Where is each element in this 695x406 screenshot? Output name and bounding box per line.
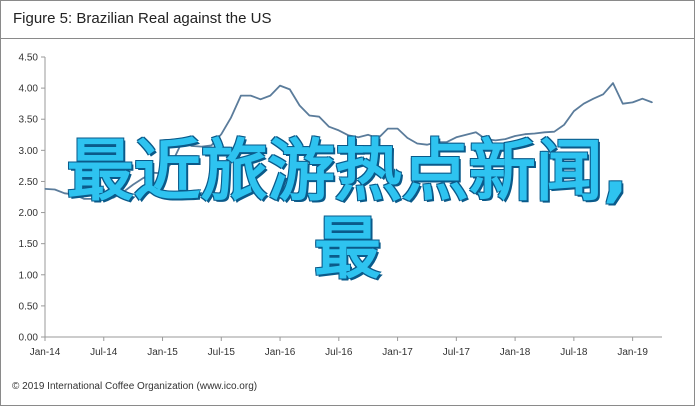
x-tick-label: Jul-18: [560, 347, 588, 358]
data-point: [377, 137, 379, 140]
x-tick-label: Jul-14: [90, 347, 118, 358]
data-point: [348, 134, 350, 136]
data-point: [191, 145, 193, 147]
data-point: [201, 146, 203, 148]
data-point: [455, 136, 457, 138]
x-axis-ticks: Jan-14 Jul-14 Jan-15 Jul-15 Jan-16 Jul-16 Jan-…: [30, 337, 648, 358]
y-tick-label: 4.50: [19, 53, 39, 64]
data-point: [622, 103, 624, 105]
y-tick-label: 3.00: [19, 146, 39, 157]
overlay-line-2: 最: [314, 210, 381, 288]
x-tick-label: Jan-18: [500, 347, 531, 358]
data-point: [543, 131, 546, 133]
x-tick-label: Jul-16: [325, 347, 353, 358]
y-axis-ticks: 0.00 0.50 1.00 1.50 2.00 2.50 3.00 3.50 4.00 4.50: [19, 53, 45, 344]
figure-title: Figure 5: Brazilian Real against the US: [13, 10, 272, 27]
data-point: [142, 177, 144, 179]
data-point: [396, 127, 399, 130]
data-point: [220, 133, 222, 135]
data-point: [573, 110, 575, 112]
copyright-note: © 2019 International Coffee Organization…: [12, 381, 258, 392]
data-point: [338, 129, 340, 132]
data-point: [445, 141, 448, 143]
data-point: [475, 131, 477, 133]
y-tick-label: 2.50: [19, 177, 39, 188]
x-tick-label: Jan-15: [147, 347, 178, 358]
data-point: [641, 98, 644, 100]
title-divider: [1, 38, 694, 39]
data-point: [465, 134, 467, 136]
data-point: [416, 142, 418, 145]
data-point: [44, 188, 46, 190]
data-point: [583, 103, 585, 105]
data-point: [181, 141, 183, 143]
data-point: [132, 183, 134, 186]
data-point: [367, 134, 369, 136]
overlay-headline: 最近旅游热点新闻, 最: [0, 132, 695, 288]
y-tick-label: 4.00: [19, 84, 39, 95]
y-tick-label: 1.00: [19, 270, 39, 281]
data-point: [54, 188, 56, 191]
data-point: [289, 88, 291, 90]
data-point: [632, 101, 634, 104]
data-point: [259, 98, 262, 100]
x-tick-label: Jan-16: [265, 347, 296, 358]
data-point: [230, 116, 232, 118]
y-tick-label: 3.50: [19, 115, 39, 126]
data-point: [210, 144, 213, 146]
data-point: [269, 94, 271, 97]
data-point: [563, 124, 565, 126]
data-point: [308, 114, 311, 117]
x-tick-label: Jul-17: [443, 347, 471, 358]
data-point: [592, 98, 595, 100]
data-point: [524, 133, 526, 135]
data-point: [494, 139, 497, 141]
data-point: [279, 85, 281, 87]
data-point: [152, 172, 154, 174]
data-point: [426, 144, 428, 146]
x-tick-label: Jan-19: [617, 347, 648, 358]
data-point: [612, 82, 614, 84]
data-point: [83, 198, 85, 200]
data-point: [299, 104, 301, 107]
overlay-line-1: 最近旅游热点新闻,: [66, 132, 629, 210]
data-point: [240, 94, 242, 97]
data-point: [514, 135, 516, 137]
data-point: [406, 137, 408, 139]
data-point: [73, 193, 75, 196]
data-point: [553, 131, 555, 133]
x-tick-label: Jan-17: [382, 347, 413, 358]
y-tick-label: 1.50: [19, 239, 39, 250]
chart-axes: [44, 57, 662, 338]
data-point: [534, 132, 536, 135]
data-point: [93, 198, 95, 200]
y-tick-label: 0.00: [19, 333, 39, 344]
data-point: [504, 138, 506, 140]
y-tick-label: 2.00: [19, 208, 39, 219]
data-point: [63, 192, 66, 194]
y-tick-label: 0.50: [19, 301, 39, 312]
data-point: [161, 172, 164, 174]
data-point: [250, 94, 252, 97]
series-layer: [44, 82, 653, 200]
data-point: [103, 198, 105, 200]
data-point: [357, 136, 359, 138]
data-point: [112, 197, 115, 199]
x-tick-label: Jul-15: [208, 347, 236, 358]
data-point: [171, 161, 173, 163]
data-point: [318, 116, 320, 118]
data-point: [602, 93, 604, 95]
data-point: [485, 138, 487, 140]
data-point: [651, 101, 653, 104]
x-tick-label: Jan-14: [30, 347, 61, 358]
data-point: [328, 126, 330, 128]
data-point: [387, 127, 389, 130]
data-point: [122, 191, 124, 193]
data-point: [436, 141, 438, 143]
